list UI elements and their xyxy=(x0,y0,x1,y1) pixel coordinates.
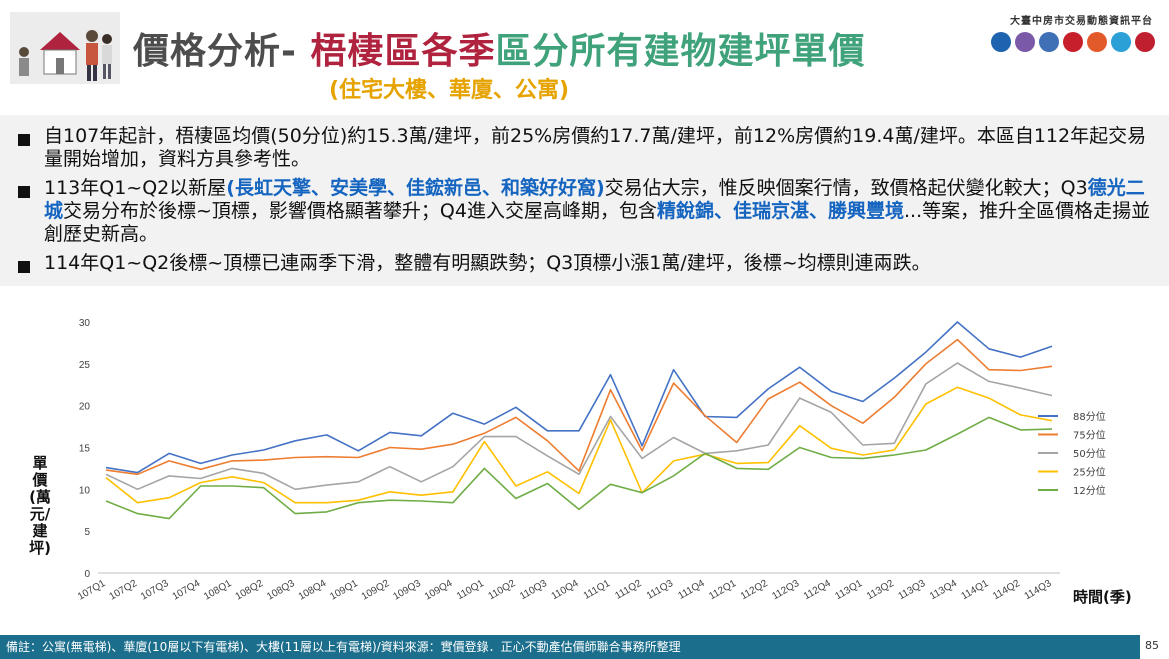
x-tick-label: 113Q4 xyxy=(928,578,959,602)
y-tick-label: 15 xyxy=(79,444,91,455)
x-tick-label: 112Q4 xyxy=(802,578,833,602)
bullet-segment: 113年Q1~Q2以新屋 xyxy=(44,177,227,199)
x-tick-label: 107Q4 xyxy=(171,578,203,603)
x-tick-label: 109Q3 xyxy=(391,578,423,603)
x-tick-label: 113Q2 xyxy=(865,578,896,602)
series-line-25分位 xyxy=(105,386,1053,504)
x-tick-label: 111Q4 xyxy=(676,578,707,602)
x-tick-label: 108Q2 xyxy=(234,578,266,603)
highlighted-project-names: 德光二城 xyxy=(44,177,1145,222)
page-title: 價格分析- 梧棲區各季區分所有建物建坪單價 xyxy=(133,22,866,74)
government-seal-icon xyxy=(1015,32,1035,52)
bullet-text: 自107年起計，梧棲區均價(50分位)約15.3萬/建坪，前25%房價約17.7… xyxy=(44,125,1158,171)
x-tick-label: 111Q1 xyxy=(582,578,613,602)
x-tick-label: 108Q1 xyxy=(202,578,234,603)
footer-note: 備註：公寓(無電梯)、華廈(10層以下有電梯)、大樓(11層以上有電梯)/資料來… xyxy=(0,635,1140,659)
bullet-text: 114年Q1~Q2後標~頂標已連兩季下滑，整體有明顯跌勢；Q3頂標小漲1萬/建坪… xyxy=(44,252,1158,275)
y-tick-label: 25 xyxy=(79,360,91,371)
legend-label: 88分位 xyxy=(1073,410,1106,423)
page-number: 85 xyxy=(1145,639,1159,652)
x-tick-label: 107Q2 xyxy=(108,578,140,603)
legend-label: 50分位 xyxy=(1073,447,1106,460)
series-line-12分位 xyxy=(105,416,1053,520)
x-tick-label: 107Q3 xyxy=(139,578,171,603)
legend-label: 75分位 xyxy=(1073,429,1106,442)
bullet-square-icon xyxy=(18,186,30,198)
legend-label: 25分位 xyxy=(1073,466,1106,479)
bullet-item: 114年Q1~Q2後標~頂標已連兩季下滑，整體有明顯跌勢；Q3頂標小漲1萬/建坪… xyxy=(18,252,1158,275)
bullet-text: 113年Q1~Q2以新屋(長虹天擎、安美學、佳鋐新邑、和築好好窩)交易佔大宗，惟… xyxy=(44,177,1158,246)
partner-logos xyxy=(991,32,1155,52)
title-part-metric: 區分所有建物建坪單價 xyxy=(495,31,866,72)
bullet-square-icon xyxy=(18,134,30,146)
bullet-segment: 自107年起計，梧棲區均價(50分位)約15.3萬/建坪，前25%房價約17.7… xyxy=(44,125,1147,170)
summary-bullets: 自107年起計，梧棲區均價(50分位)約15.3萬/建坪，前25%房價約17.7… xyxy=(0,115,1169,286)
series-line-75分位 xyxy=(105,338,1053,476)
bullet-item: 自107年起計，梧棲區均價(50分位)約15.3萬/建坪，前25%房價約17.7… xyxy=(18,125,1158,171)
x-tick-label: 111Q2 xyxy=(613,578,644,602)
platform-name: 大臺中房市交易動態資訊平台 xyxy=(1010,16,1153,27)
colorful-logo-icon xyxy=(1111,32,1131,52)
x-tick-label: 114Q2 xyxy=(991,578,1022,602)
title-part-analysis: 價格分析- xyxy=(133,31,297,72)
bullet-square-icon xyxy=(18,261,30,273)
highlighted-project-names: (長虹天擎、安美學、佳鋐新邑、和築好好窩) xyxy=(226,177,605,199)
x-tick-label: 112Q3 xyxy=(770,578,801,602)
partner-logo-icon xyxy=(1087,32,1107,52)
bank-logo-icon xyxy=(1063,32,1083,52)
bullet-segment: 交易分布於後標~頂標，影響價格顯著攀升；Q4進入交屋高峰期，包含 xyxy=(63,200,657,222)
x-tick-label: 113Q3 xyxy=(896,578,927,602)
bullet-item: 113年Q1~Q2以新屋(長虹天擎、安美學、佳鋐新邑、和築好好窩)交易佔大宗，惟… xyxy=(18,177,1158,246)
x-tick-label: 109Q2 xyxy=(360,578,392,603)
x-tick-label: 109Q1 xyxy=(328,578,360,603)
x-tick-label: 108Q3 xyxy=(265,578,297,603)
tuda-logo-icon xyxy=(991,32,1011,52)
building-logo-icon xyxy=(1039,32,1059,52)
x-tick-label: 110Q1 xyxy=(455,578,486,602)
y-axis-label: 單價(萬元/建坪) xyxy=(29,454,51,557)
house-family-illustration-icon xyxy=(10,12,120,84)
y-tick-label: 0 xyxy=(84,569,90,580)
y-tick-label: 5 xyxy=(84,527,90,538)
x-tick-label: 107Q1 xyxy=(76,578,108,603)
y-tick-label: 30 xyxy=(79,318,91,329)
x-tick-label: 109Q4 xyxy=(423,578,455,603)
series-line-88分位 xyxy=(105,321,1053,474)
x-tick-label: 114Q1 xyxy=(960,578,991,602)
x-tick-label: 114Q3 xyxy=(1023,578,1054,602)
y-tick-label: 10 xyxy=(79,485,91,496)
page-subtitle: (住宅大樓、華廈、公寓) xyxy=(329,78,570,103)
title-part-district: 梧棲區各季 xyxy=(310,31,496,72)
x-tick-label: 112Q2 xyxy=(739,578,770,602)
x-tick-label: 113Q1 xyxy=(833,578,864,602)
y-tick-label: 20 xyxy=(79,402,91,413)
x-axis-label: 時間(季) xyxy=(1073,588,1132,606)
bullet-segment: 交易佔大宗，惟反映個案行情，致價格起伏變化較大；Q3 xyxy=(604,177,1088,199)
highlighted-project-names: 精銳錦、佳瑞京湛、勝興豐境 xyxy=(656,200,904,222)
bullet-segment: ...等案，推升全區價格走揚並創歷史新高。 xyxy=(44,200,1151,245)
x-tick-label: 110Q3 xyxy=(518,578,549,602)
header: 價格分析- 梧棲區各季區分所有建物建坪單價 (住宅大樓、華廈、公寓) 大臺中房市… xyxy=(0,0,1169,112)
x-tick-label: 111Q3 xyxy=(645,578,676,602)
x-tick-label: 108Q4 xyxy=(297,578,329,603)
series-line-50分位 xyxy=(105,362,1053,491)
legend-label: 12分位 xyxy=(1073,484,1106,497)
x-tick-label: 110Q2 xyxy=(487,578,518,602)
x-tick-label: 112Q1 xyxy=(707,578,738,602)
x-tick-label: 110Q4 xyxy=(550,578,581,602)
association-logo-icon xyxy=(1135,32,1155,52)
bullet-segment: 114年Q1~Q2後標~頂標已連兩季下滑，整體有明顯跌勢；Q3頂標小漲1萬/建坪… xyxy=(44,252,931,274)
